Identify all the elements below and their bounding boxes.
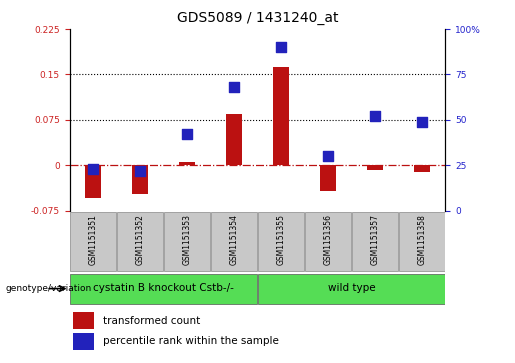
Bar: [70, 212, 116, 271]
Bar: [273, 66, 289, 165]
Text: wild type: wild type: [328, 283, 375, 293]
Text: GSM1151357: GSM1151357: [370, 213, 380, 265]
Point: [418, 119, 426, 125]
Point: [277, 44, 285, 50]
Point: [183, 131, 191, 137]
Point: [89, 166, 97, 172]
Bar: [211, 212, 257, 271]
Text: genotype/variation: genotype/variation: [5, 284, 91, 293]
Bar: [179, 162, 195, 165]
Bar: [117, 212, 163, 271]
Bar: [73, 312, 94, 330]
Bar: [414, 165, 430, 172]
Text: GSM1151356: GSM1151356: [323, 213, 333, 265]
Text: transformed count: transformed count: [104, 316, 201, 326]
Bar: [258, 274, 445, 303]
Point: [324, 153, 332, 159]
Bar: [70, 274, 257, 303]
Bar: [73, 333, 94, 350]
Text: GSM1151355: GSM1151355: [277, 213, 285, 265]
Point: [371, 113, 379, 119]
Bar: [226, 114, 242, 165]
Text: GSM1151358: GSM1151358: [418, 213, 426, 265]
Bar: [305, 212, 351, 271]
Text: percentile rank within the sample: percentile rank within the sample: [104, 336, 279, 346]
Bar: [352, 212, 398, 271]
Bar: [399, 212, 445, 271]
Bar: [258, 212, 304, 271]
Text: GSM1151351: GSM1151351: [89, 213, 97, 265]
Text: GSM1151353: GSM1151353: [182, 213, 192, 265]
Text: GSM1151352: GSM1151352: [135, 213, 145, 265]
Point: [230, 84, 238, 90]
Title: GDS5089 / 1431240_at: GDS5089 / 1431240_at: [177, 11, 338, 25]
Text: cystatin B knockout Cstb-/-: cystatin B knockout Cstb-/-: [93, 283, 234, 293]
Bar: [164, 212, 210, 271]
Bar: [85, 165, 101, 199]
Text: GSM1151354: GSM1151354: [230, 213, 238, 265]
Bar: [367, 165, 383, 170]
Bar: [320, 165, 336, 191]
Bar: [132, 165, 148, 194]
Point: [136, 168, 144, 174]
